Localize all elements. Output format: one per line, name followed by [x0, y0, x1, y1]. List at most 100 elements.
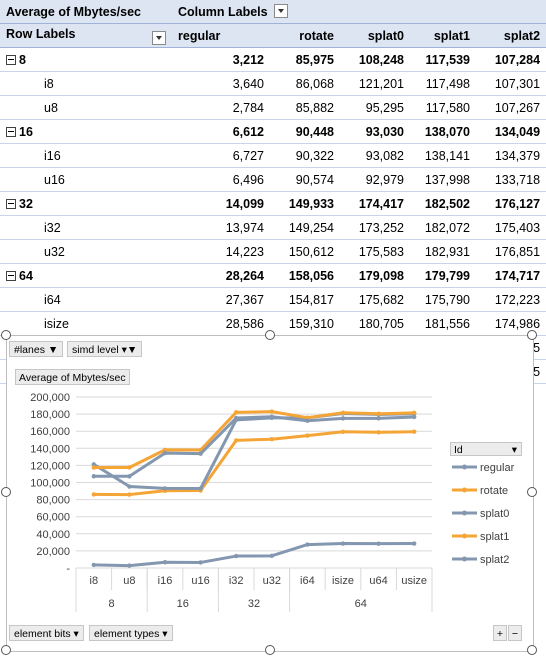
- value-cell[interactable]: 175,583: [340, 239, 410, 264]
- group-label-cell[interactable]: 8: [0, 47, 172, 72]
- value-cell[interactable]: 172,223: [476, 287, 546, 312]
- group-value-cell[interactable]: 179,098: [340, 263, 410, 288]
- value-cell[interactable]: 176,851: [476, 239, 546, 264]
- element-bits-axis-button[interactable]: element bits ▾: [9, 625, 84, 641]
- column-labels-cell[interactable]: Column Labels: [172, 0, 546, 24]
- value-cell[interactable]: 117,498: [410, 71, 476, 96]
- resize-handle-bottom-right[interactable]: [527, 645, 537, 655]
- value-cell[interactable]: 175,790: [410, 287, 476, 312]
- value-cell[interactable]: 2,784: [172, 95, 270, 120]
- item-label-cell[interactable]: i8: [0, 71, 172, 96]
- value-cell[interactable]: 107,301: [476, 71, 546, 96]
- resize-handle-top-middle[interactable]: [265, 330, 275, 340]
- group-value-cell[interactable]: 182,502: [410, 191, 476, 216]
- value-cell[interactable]: 134,379: [476, 143, 546, 168]
- resize-handle-middle-right[interactable]: [527, 487, 537, 497]
- group-value-cell[interactable]: 174,717: [476, 263, 546, 288]
- value-cell[interactable]: 159,310: [270, 311, 340, 336]
- lanes-filter-button[interactable]: #lanes ▼: [9, 341, 64, 357]
- simd-level-filter-button[interactable]: simd level ▾▼: [67, 341, 143, 357]
- value-cell[interactable]: 154,817: [270, 287, 340, 312]
- value-cell[interactable]: 28,586: [172, 311, 270, 336]
- value-cell[interactable]: 13,974: [172, 215, 270, 240]
- resize-handle-top-right[interactable]: [527, 330, 537, 340]
- item-label-cell[interactable]: u32: [0, 239, 172, 264]
- element-types-axis-button[interactable]: element types ▾: [89, 625, 173, 641]
- item-label-cell[interactable]: i16: [0, 143, 172, 168]
- item-label-cell[interactable]: i64: [0, 287, 172, 312]
- column-header[interactable]: splat1: [410, 23, 476, 48]
- group-value-cell[interactable]: 93,030: [340, 119, 410, 144]
- group-value-cell[interactable]: 85,975: [270, 47, 340, 72]
- resize-handle-top-left[interactable]: [1, 330, 11, 340]
- group-value-cell[interactable]: 108,248: [340, 47, 410, 72]
- group-value-cell[interactable]: 107,284: [476, 47, 546, 72]
- collapse-field-button[interactable]: −: [508, 625, 522, 641]
- group-label-cell[interactable]: 16: [0, 119, 172, 144]
- group-value-cell[interactable]: 117,539: [410, 47, 476, 72]
- value-cell[interactable]: 173,252: [340, 215, 410, 240]
- resize-handle-bottom-left[interactable]: [1, 645, 11, 655]
- group-value-cell[interactable]: 176,127: [476, 191, 546, 216]
- group-label-cell[interactable]: 32: [0, 191, 172, 216]
- item-label-cell[interactable]: u16: [0, 167, 172, 192]
- value-cell[interactable]: 133,718: [476, 167, 546, 192]
- value-cell[interactable]: 182,072: [410, 215, 476, 240]
- collapse-icon[interactable]: [6, 198, 16, 209]
- item-label-cell[interactable]: isize: [0, 311, 172, 336]
- item-label-cell[interactable]: i32: [0, 215, 172, 240]
- value-cell[interactable]: 93,082: [340, 143, 410, 168]
- group-value-cell[interactable]: 14,099: [172, 191, 270, 216]
- legend-field-button[interactable]: Id ▾: [450, 442, 522, 456]
- value-cell[interactable]: 175,403: [476, 215, 546, 240]
- row-labels-filter-button[interactable]: [152, 30, 166, 45]
- column-header[interactable]: splat0: [340, 23, 410, 48]
- group-value-cell[interactable]: 6,612: [172, 119, 270, 144]
- value-cell[interactable]: 3,640: [172, 71, 270, 96]
- resize-handle-bottom-middle[interactable]: [265, 645, 275, 655]
- column-header[interactable]: regular: [172, 23, 270, 48]
- collapse-icon[interactable]: [6, 270, 16, 281]
- group-value-cell[interactable]: 28,264: [172, 263, 270, 288]
- value-cell[interactable]: 85,882: [270, 95, 340, 120]
- column-header[interactable]: splat2: [476, 23, 546, 48]
- value-cell[interactable]: 86,068: [270, 71, 340, 96]
- item-label-cell[interactable]: u8: [0, 95, 172, 120]
- collapse-icon[interactable]: [6, 126, 16, 137]
- value-cell[interactable]: 90,322: [270, 143, 340, 168]
- value-cell[interactable]: 107,267: [476, 95, 546, 120]
- group-value-cell[interactable]: 90,448: [270, 119, 340, 144]
- value-cell[interactable]: 121,201: [340, 71, 410, 96]
- row-labels-cell[interactable]: Row Labels: [0, 23, 172, 48]
- value-cell[interactable]: 150,612: [270, 239, 340, 264]
- resize-handle-middle-left[interactable]: [1, 487, 11, 497]
- column-labels-filter-button[interactable]: [273, 4, 288, 18]
- value-cell[interactable]: 149,254: [270, 215, 340, 240]
- group-value-cell[interactable]: 158,056: [270, 263, 340, 288]
- value-cell[interactable]: 95,295: [340, 95, 410, 120]
- group-value-cell[interactable]: 134,049: [476, 119, 546, 144]
- value-cell[interactable]: 27,367: [172, 287, 270, 312]
- value-cell[interactable]: 6,727: [172, 143, 270, 168]
- value-cell[interactable]: 181,556: [410, 311, 476, 336]
- group-value-cell[interactable]: 174,417: [340, 191, 410, 216]
- value-cell[interactable]: 90,574: [270, 167, 340, 192]
- value-cell[interactable]: 180,705: [340, 311, 410, 336]
- value-cell[interactable]: 92,979: [340, 167, 410, 192]
- group-value-cell[interactable]: 138,070: [410, 119, 476, 144]
- group-value-cell[interactable]: 3,212: [172, 47, 270, 72]
- group-value-cell[interactable]: 179,799: [410, 263, 476, 288]
- group-value-cell[interactable]: 149,933: [270, 191, 340, 216]
- value-cell[interactable]: 138,141: [410, 143, 476, 168]
- pivot-chart[interactable]: #lanes ▼ simd level ▾▼ Average of Mbytes…: [6, 335, 534, 652]
- group-label-cell[interactable]: 64: [0, 263, 172, 288]
- value-cell[interactable]: 14,223: [172, 239, 270, 264]
- expand-field-button[interactable]: +: [493, 625, 507, 641]
- value-field-button[interactable]: Average of Mbytes/sec: [15, 369, 130, 385]
- value-cell[interactable]: 175,682: [340, 287, 410, 312]
- column-header[interactable]: rotate: [270, 23, 340, 48]
- value-cell[interactable]: 182,931: [410, 239, 476, 264]
- collapse-icon[interactable]: [6, 54, 16, 65]
- pivot-title[interactable]: Average of Mbytes/sec: [0, 0, 172, 24]
- value-cell[interactable]: 137,998: [410, 167, 476, 192]
